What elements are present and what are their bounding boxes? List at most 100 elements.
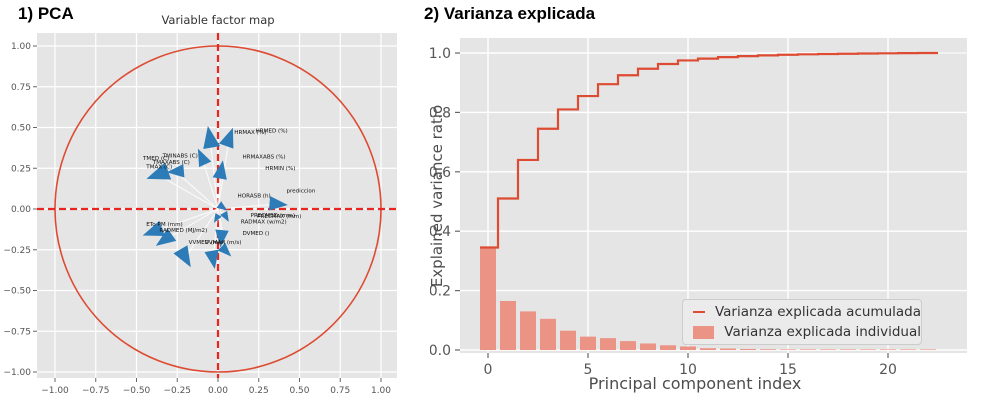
pca-arrow-marker	[197, 148, 212, 168]
svg-text:0.0: 0.0	[430, 343, 451, 359]
variance-bar	[820, 349, 836, 350]
pca-axes-title: Variable factor map	[161, 13, 275, 27]
variance-bar	[480, 247, 496, 350]
variance-bar	[780, 349, 796, 350]
variance-bar	[760, 349, 776, 350]
pca-section-title: 1) PCA	[18, 4, 74, 23]
variance-bar	[540, 318, 556, 350]
explained-variance-plot: 0 5 10 15 20 0.0 0.2 0.4 0.6 0.8 1.0	[430, 38, 967, 378]
svg-text:−0.75: −0.75	[82, 386, 110, 396]
pca-arrow-marker	[204, 249, 219, 269]
variance-bar	[880, 349, 896, 350]
svg-text:0.50: 0.50	[11, 124, 31, 134]
pca-arrow-marker	[216, 201, 228, 211]
pca-variable-label: RADMAX (w/m2)	[241, 220, 287, 226]
pca-variable-label: HRMAXABS (%)	[242, 154, 285, 160]
variance-axis-ticks: 0 5 10 15 20 0.0 0.2 0.4 0.6 0.8 1.0	[430, 46, 897, 378]
variance-bar	[920, 349, 936, 350]
svg-text:0.25: 0.25	[11, 164, 31, 174]
svg-text:0: 0	[484, 362, 493, 378]
variance-bar	[660, 345, 676, 350]
svg-text:0.2: 0.2	[430, 284, 451, 300]
pca-arrow-marker	[142, 220, 165, 237]
svg-text:1.0: 1.0	[430, 46, 451, 62]
variance-bar	[600, 338, 616, 350]
svg-text:10: 10	[679, 362, 697, 378]
variance-x-axis-label: Principal component index	[588, 374, 802, 393]
pca-axis-ticks: −1.00 −0.75 −0.50 −0.25 0.00 0.25 0.50 0.75 1.00…	[3, 42, 391, 396]
pca-variable-labels: HRMAX (%)HRMED (%) HRMAXABS (%) HRMIN (%) T…	[142, 128, 316, 246]
variance-bar	[800, 349, 816, 350]
variance-bar	[840, 349, 856, 350]
pca-arrow-marker	[166, 164, 185, 178]
pca-variable-label: DVMED ()	[242, 231, 269, 237]
pca-variable-label: HRMAX (%)	[234, 130, 266, 136]
variance-y-axis-label: Explained variance ratio	[428, 104, 446, 288]
svg-text:1.00: 1.00	[371, 386, 391, 396]
pca-variable-label: TMINABS (C)	[162, 154, 198, 160]
svg-text:20: 20	[879, 362, 897, 378]
svg-text:−0.50: −0.50	[123, 386, 151, 396]
pca-variable-label: ETo PM (mm)	[146, 222, 182, 228]
variance-bar	[700, 348, 716, 350]
variance-gridlines	[460, 38, 967, 353]
pca-arrow-marker	[215, 229, 229, 248]
svg-text:0.8: 0.8	[430, 105, 451, 121]
pca-variable-label: TMAX (C)	[145, 164, 172, 170]
pca-variable-label: VVMAX (m/s)	[205, 240, 242, 246]
svg-text:5: 5	[584, 362, 593, 378]
svg-text:0.6: 0.6	[430, 165, 451, 181]
svg-text:−0.50: −0.50	[3, 287, 31, 297]
pca-variable-label: HRMED (%)	[255, 128, 287, 134]
pca-variable-label: PRECMED (mm)	[251, 213, 295, 219]
svg-text:−0.25: −0.25	[163, 386, 191, 396]
svg-text:−1.00: −1.00	[41, 386, 69, 396]
pca-arrow-marker	[173, 245, 191, 268]
variance-individual-bars	[480, 247, 936, 350]
variance-bar	[860, 349, 876, 350]
pca-variable-label: RADMED (MJ/m2)	[159, 228, 207, 234]
legend-label-individual: Varianza explicada individual	[724, 324, 921, 340]
legend-item-individual: Varianza explicada individual	[693, 324, 921, 340]
pca-arrow-marker	[203, 126, 221, 150]
variance-bar	[520, 311, 536, 350]
pca-arrow-marker	[219, 127, 234, 149]
variance-bar	[900, 349, 916, 350]
variance-bar	[580, 336, 596, 350]
variance-cumulative-line	[480, 51, 938, 249]
pca-variable-label: VVMED (m/s)	[189, 240, 226, 246]
pca-variable-label: PRECMAX (mm)	[257, 214, 301, 220]
variance-bar	[620, 341, 636, 350]
variance-bar	[560, 330, 576, 350]
pca-arrow-marker	[146, 162, 172, 180]
pca-factor-map-plot: HRMAX (%)HRMED (%) HRMAXABS (%) HRMIN (%) T…	[3, 33, 397, 396]
pca-arrow-marker	[217, 242, 232, 257]
svg-text:−0.25: −0.25	[3, 246, 31, 256]
svg-text:0.00: 0.00	[208, 386, 228, 396]
svg-text:0.00: 0.00	[11, 205, 31, 215]
pca-variable-label: prediccion	[286, 189, 315, 195]
variance-bar	[720, 348, 736, 350]
legend-line-swatch-icon	[693, 311, 705, 313]
pca-variable-label: HORASB (h)	[238, 194, 271, 200]
legend-patch-swatch-icon	[693, 325, 715, 339]
variance-bar	[500, 300, 516, 350]
svg-text:0.25: 0.25	[249, 386, 269, 396]
svg-text:0.4: 0.4	[430, 224, 451, 240]
svg-text:15: 15	[779, 362, 797, 378]
svg-text:−0.75: −0.75	[3, 327, 31, 337]
svg-text:0.75: 0.75	[330, 386, 350, 396]
legend-label-cumulative: Varianza explicada acumulada	[714, 304, 921, 320]
legend-item-cumulative: Varianza explicada acumulada	[693, 304, 921, 320]
variance-section-title: 2) Varianza explicada	[424, 4, 596, 23]
pca-variable-label: TMED (C)	[142, 156, 169, 162]
svg-text:1.00: 1.00	[11, 42, 31, 52]
variance-legend: Varianza explicada acumulada Varianza ex…	[682, 299, 922, 345]
pca-arrow-marker	[220, 210, 229, 222]
variance-bar	[640, 343, 656, 350]
pca-variable-arrows	[142, 126, 288, 269]
svg-text:−1.00: −1.00	[3, 368, 31, 378]
variance-bar	[680, 346, 696, 350]
pca-arrow-marker	[268, 196, 288, 211]
